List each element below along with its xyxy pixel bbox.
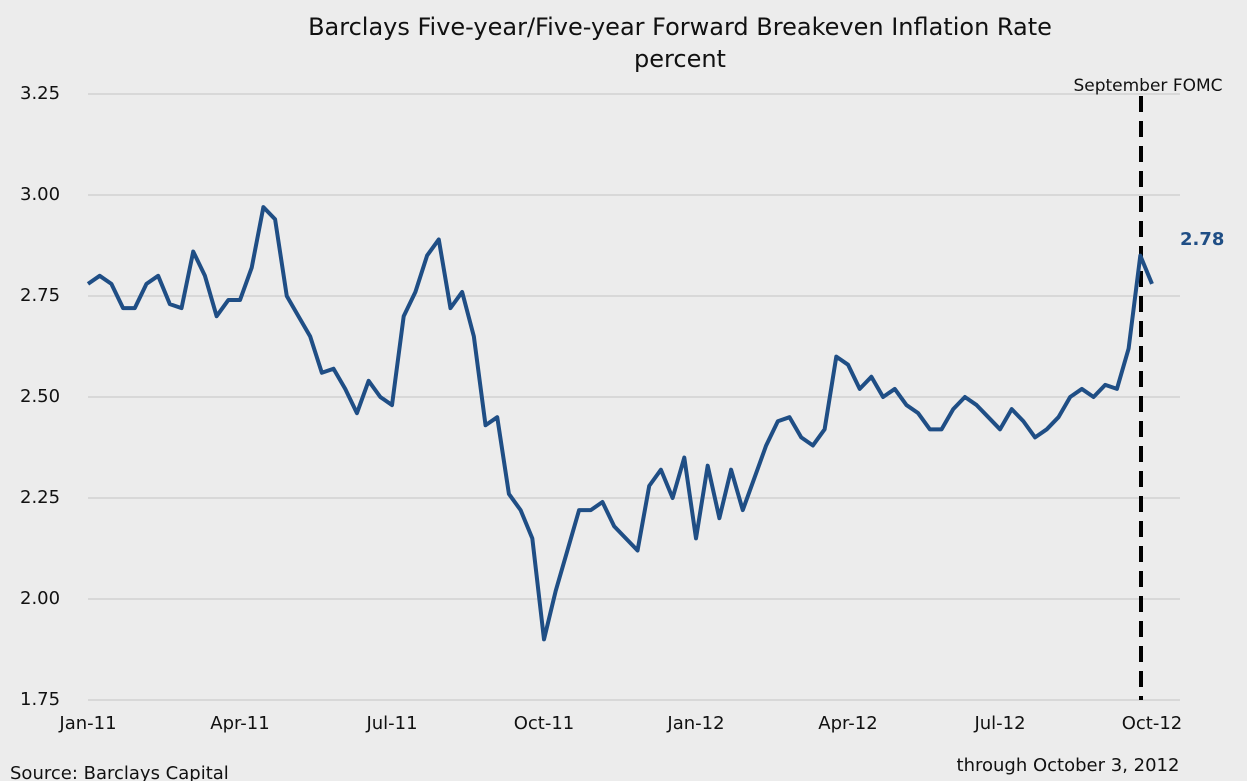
y-tick-label: 2.25	[20, 487, 60, 508]
x-tick-label: Apr-11	[210, 713, 269, 734]
x-tick-label: Apr-12	[818, 713, 877, 734]
x-tick-label: Oct-11	[514, 713, 575, 734]
y-tick-label: 3.25	[20, 83, 60, 104]
y-tick-label: 2.50	[20, 386, 60, 407]
annotation: September FOMC	[1073, 76, 1222, 96]
y-tick-label: 3.00	[20, 184, 60, 205]
x-tick-label: Jan-12	[666, 713, 724, 734]
chart-subtitle: percent	[634, 45, 726, 73]
x-tick-label: Jan-11	[58, 713, 116, 734]
y-tick-label: 2.75	[20, 285, 60, 306]
x-tick-label: Jul-12	[973, 713, 1025, 734]
chart-title: Barclays Five-year/Five-year Forward Bre…	[308, 13, 1052, 41]
data-line	[86, 205, 1154, 642]
source: Source: Barclays Capital	[10, 763, 229, 781]
y-tick-label: 1.75	[20, 689, 60, 710]
value-label: 2.78	[1180, 229, 1224, 250]
x-tick-label: Oct-12	[1122, 713, 1183, 734]
x-tick-label: Jul-11	[365, 713, 417, 734]
note: through October 3, 2012	[957, 755, 1180, 776]
y-tick-label: 2.00	[20, 588, 60, 609]
